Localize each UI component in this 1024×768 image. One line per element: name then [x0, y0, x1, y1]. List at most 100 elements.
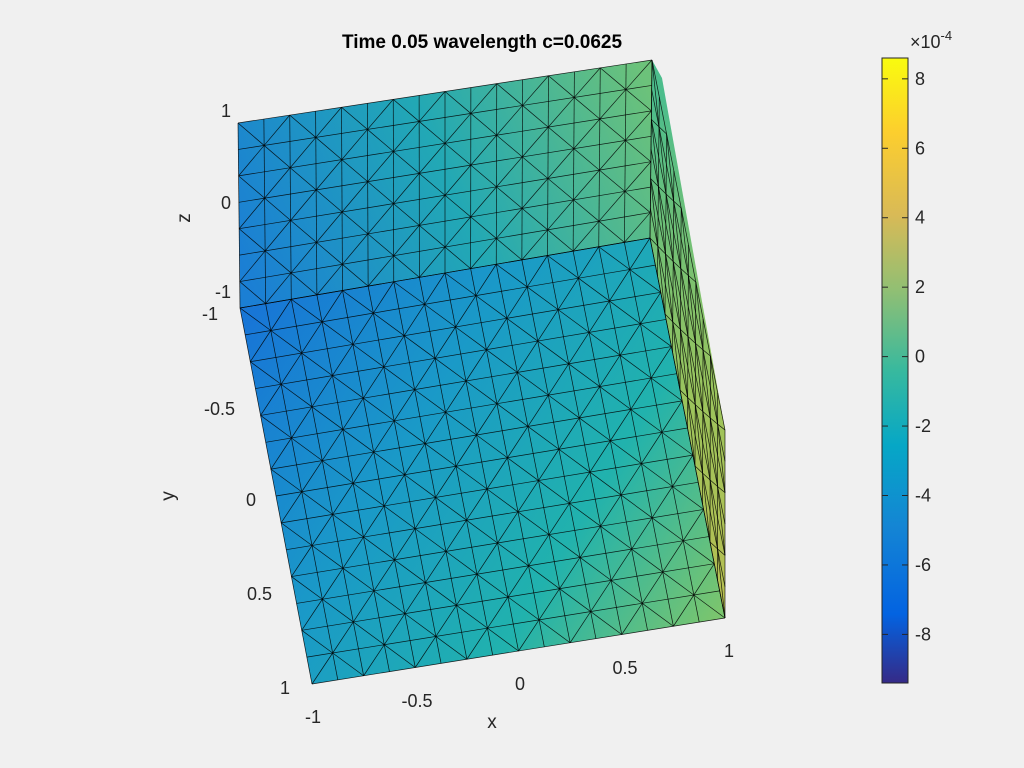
- mesh-bottom-diag: [496, 372, 518, 404]
- colorbar-tick-label: 2: [915, 277, 925, 297]
- mesh-top-diag: [624, 161, 652, 192]
- mesh-top-diag: [238, 175, 265, 199]
- mesh-top-diag: [238, 197, 265, 229]
- mesh-bottom-diag: [620, 463, 642, 496]
- mesh-bottom-diag: [301, 630, 333, 654]
- mesh-bottom-diag: [507, 457, 539, 481]
- mesh-bottom-diag: [342, 290, 374, 314]
- colorbar-tick-label: -4: [915, 486, 931, 506]
- mesh-bottom-diag: [609, 269, 631, 302]
- mesh-bottom-diag: [548, 503, 570, 535]
- mesh-bottom-diag: [506, 286, 528, 319]
- mesh-bottom-diag: [569, 471, 591, 504]
- mesh-bottom-diag: [301, 491, 333, 515]
- mesh-side-diag: [664, 313, 673, 323]
- x-tick-label: -1: [305, 707, 321, 727]
- mesh-bottom-diag: [270, 299, 292, 331]
- mesh-top-diag: [315, 137, 343, 160]
- mesh-top-diag: [418, 121, 446, 144]
- mesh-bottom-diag: [322, 598, 354, 623]
- mesh-bottom-diag: [352, 451, 374, 484]
- cube-surface: [237, 59, 726, 685]
- mesh-top-line: [315, 111, 318, 295]
- mesh-top-diag: [522, 156, 549, 179]
- mesh-bottom-diag: [455, 295, 477, 328]
- mesh-bottom-diag: [661, 400, 683, 433]
- mesh-top-diag: [419, 173, 446, 196]
- mesh-bottom-diag: [455, 326, 487, 350]
- mesh-side-diag: [658, 186, 666, 255]
- mesh-side-diag: [650, 178, 659, 247]
- mesh-bottom-diag: [291, 437, 323, 461]
- mesh-bottom-diag: [260, 415, 292, 439]
- mesh-top-diag: [470, 164, 497, 188]
- mesh-bottom-diag: [404, 474, 436, 498]
- mesh-top-diag: [470, 113, 497, 136]
- mesh-top-diag: [496, 186, 523, 209]
- mesh-bottom-diag: [588, 300, 610, 333]
- mesh-top-diag: [572, 220, 600, 252]
- mesh-bottom-diag: [599, 386, 631, 410]
- mesh-bottom-diag: [558, 417, 580, 450]
- mesh-bottom-diag: [630, 377, 652, 410]
- mesh-bottom-diag: [414, 497, 436, 529]
- mesh-side-diag: [717, 424, 726, 493]
- z-axis-ticks: -1 0 1: [215, 101, 231, 302]
- mesh-top-diag: [367, 99, 394, 130]
- mesh-top-diag: [316, 264, 343, 296]
- mesh-top-diag: [393, 151, 420, 174]
- y-tick-label: 0: [246, 490, 256, 510]
- mesh-bottom-diag: [321, 429, 344, 461]
- mesh-top-diag: [573, 97, 601, 120]
- mesh-bottom-diag: [629, 237, 651, 270]
- mesh-side-diag: [717, 486, 726, 493]
- mesh-side-diag: [657, 245, 666, 255]
- mesh-bottom-diag: [383, 335, 405, 368]
- mesh-bottom-diag: [322, 460, 354, 484]
- mesh-bottom-line: [275, 427, 688, 497]
- mesh-bottom-diag: [610, 440, 642, 464]
- mesh-top-line: [547, 75, 549, 256]
- mesh-bottom-diag: [352, 590, 375, 623]
- mesh-top-diag: [625, 140, 652, 162]
- mesh-bottom-diag: [486, 318, 508, 350]
- mesh-bottom-diag: [280, 352, 302, 385]
- mesh-bottom-diag: [672, 486, 704, 510]
- mesh-bottom-diag: [455, 465, 488, 490]
- z-tick-label: -1: [215, 282, 231, 302]
- mesh-bottom-diag: [526, 255, 548, 288]
- mesh-bottom-diag: [393, 389, 415, 422]
- mesh-bottom-diag: [559, 557, 581, 589]
- mesh-side-diag: [666, 133, 675, 202]
- colorbar-tick-label: 8: [915, 69, 925, 89]
- mesh-top-diag: [496, 134, 523, 158]
- mesh-top-diag: [496, 238, 523, 261]
- mesh-side-diag: [680, 268, 689, 337]
- mesh-bottom-diag: [517, 511, 550, 535]
- mesh-side-diag: [702, 349, 711, 357]
- mesh-bottom-diag: [547, 255, 579, 279]
- mesh-top-line: [598, 67, 601, 247]
- mesh-bottom-diag: [465, 349, 487, 382]
- mesh-top-diag: [419, 225, 446, 248]
- mesh-bottom-diag: [456, 573, 478, 606]
- mesh-top-diag: [239, 250, 266, 282]
- mesh-bottom-diag: [434, 358, 467, 382]
- mesh-top-diag: [290, 220, 317, 243]
- mesh-top-diag: [341, 181, 368, 213]
- mesh-top-diag: [599, 118, 626, 141]
- mesh-bottom-line: [296, 536, 709, 604]
- colorbar-exponent: -4: [941, 28, 953, 43]
- mesh-bottom-diag: [291, 406, 313, 439]
- y-tick-label: -0.5: [204, 399, 235, 419]
- mesh-bottom-diag: [497, 542, 529, 567]
- mesh-top-diag: [237, 122, 265, 146]
- mesh-top-diag: [444, 194, 471, 218]
- mesh-bottom-diag: [342, 567, 375, 592]
- mesh-side-diag: [687, 275, 696, 344]
- mesh-side-diag: [680, 329, 689, 398]
- mesh-top-diag: [547, 97, 575, 128]
- mesh-bottom-diag: [609, 300, 641, 325]
- mesh-top-diag: [315, 159, 343, 191]
